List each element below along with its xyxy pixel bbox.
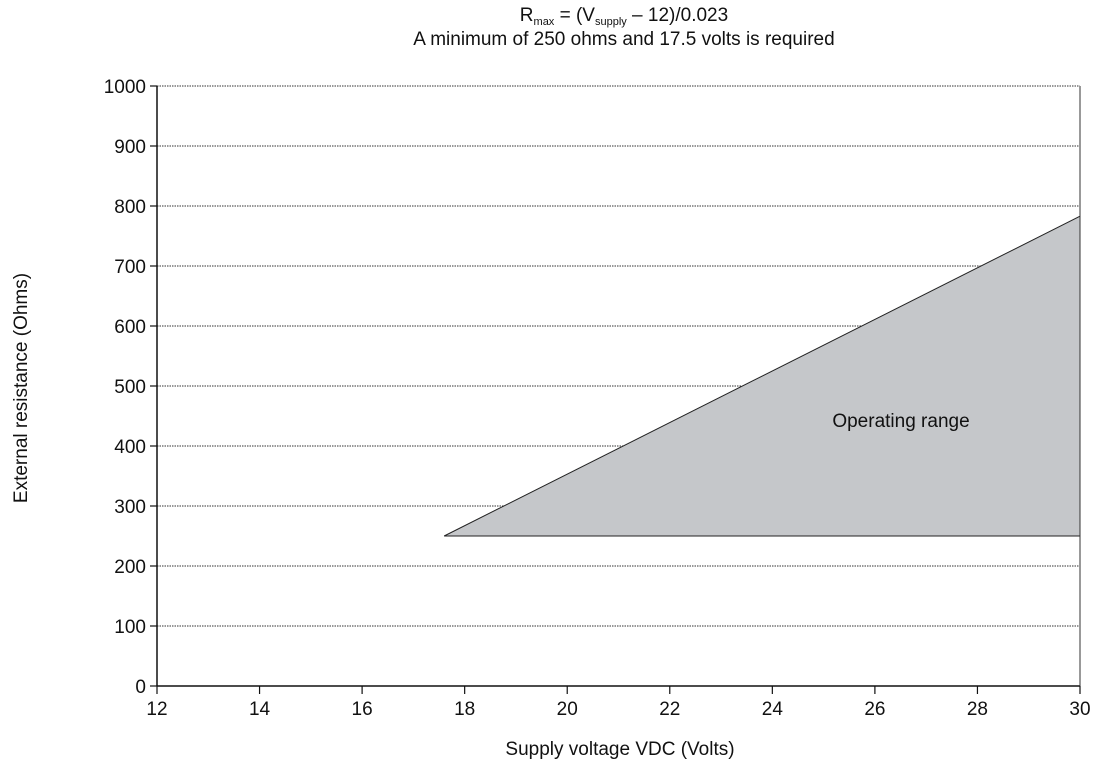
y-axis-label: External resistance (Ohms) (11, 273, 32, 503)
x-tick-label-28: 28 (967, 699, 988, 720)
y-tick-label-200: 200 (114, 557, 146, 578)
x-tick-label-20: 20 (557, 699, 578, 720)
x-axis-label: Supply voltage VDC (Volts) (505, 739, 734, 760)
y-tick-label-800: 800 (114, 197, 146, 218)
region-label-operating-range: Operating range (832, 411, 969, 432)
x-tick-label-30: 30 (1069, 699, 1090, 720)
y-axis-ticks: 0 100 200 300 400 500 600 700 800 900 1000 (104, 77, 157, 698)
x-tick-label-26: 26 (864, 699, 885, 720)
y-tick-label-1000: 1000 (104, 77, 146, 98)
region-layer (443, 215, 1081, 537)
y-tick-label-100: 100 (114, 617, 146, 638)
operating-range-region (443, 215, 1081, 537)
title-r: R (520, 5, 534, 26)
x-tick-label-18: 18 (454, 699, 475, 720)
chart-title-requirement: A minimum of 250 ohms and 17.5 volts is … (413, 29, 834, 50)
x-tick-label-24: 24 (762, 699, 784, 720)
y-tick-label-0: 0 (135, 677, 146, 698)
title-rest: – 12)/0.023 (627, 5, 728, 26)
chart-title-formula: Rmax = (Vsupply – 12)/0.023 (520, 5, 728, 28)
y-tick-label-900: 900 (114, 137, 146, 158)
y-tick-label-400: 400 (114, 437, 146, 458)
title-eq-open: = (V (554, 5, 595, 26)
y-tick-label-600: 600 (114, 317, 146, 338)
y-tick-label-700: 700 (114, 257, 146, 278)
y-tick-label-500: 500 (114, 377, 146, 398)
x-tick-label-14: 14 (249, 699, 271, 720)
x-tick-label-16: 16 (352, 699, 373, 720)
x-tick-label-12: 12 (146, 699, 167, 720)
x-axis-ticks: 12 14 16 18 20 22 24 26 28 30 (146, 686, 1091, 720)
title-supply-subscript: supply (595, 16, 627, 28)
y-tick-label-300: 300 (114, 497, 146, 518)
x-tick-label-22: 22 (659, 699, 680, 720)
title-max-subscript: max (534, 16, 555, 28)
grid-layer (157, 85, 1080, 627)
